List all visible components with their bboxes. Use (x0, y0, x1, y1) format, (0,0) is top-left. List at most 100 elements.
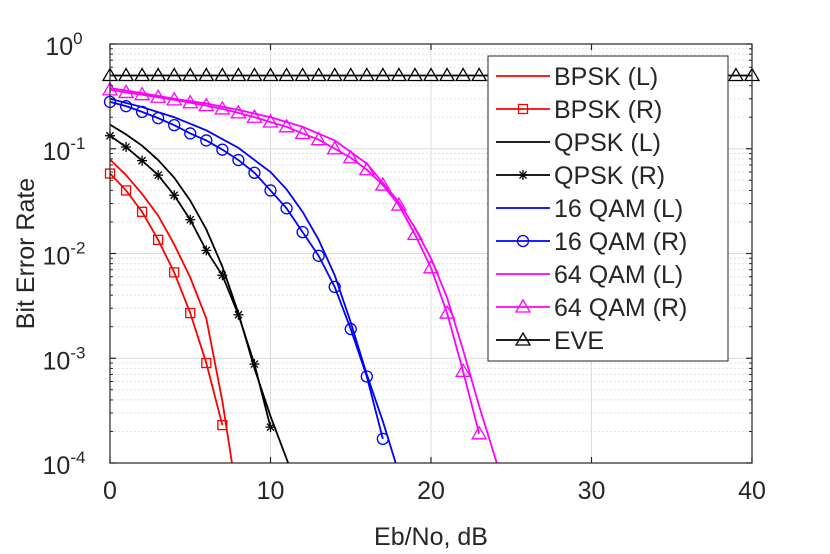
data-point-64-qam-r (246, 108, 263, 123)
data-point-16-qam-r (248, 166, 261, 179)
data-point-qpsk-r (185, 214, 196, 225)
data-point-64-qam-r (166, 91, 183, 106)
data-point-64-qam-r (182, 94, 199, 109)
data-point-16-qam-r (119, 100, 133, 113)
data-point-64-qam-r (422, 259, 440, 274)
data-point-eve (326, 67, 343, 82)
series-64-qam-l (109, 87, 498, 464)
data-point-64-qam-r (198, 97, 215, 112)
data-point-16-qam-r (264, 184, 277, 197)
series-line-16-qam-r (109, 101, 384, 440)
data-point-bpsk-r (169, 267, 180, 278)
data-point-qpsk-r (249, 359, 260, 370)
data-point-bpsk-r (217, 419, 228, 431)
data-point-eve (471, 67, 488, 82)
legend-label: EVE (554, 327, 604, 355)
data-point-16-qam-r (312, 249, 325, 262)
legend-label: BPSK (L) (554, 63, 658, 91)
x-tick-label: 10 (257, 477, 285, 505)
data-point-16-qam-r (344, 322, 357, 336)
legend-entry-qpsk-l: QPSK (L) (496, 129, 661, 157)
data-point-64-qam-r (358, 161, 375, 176)
data-point-eve (117, 67, 135, 82)
x-tick-label: 30 (578, 477, 606, 505)
data-point-bpsk-r (152, 234, 164, 245)
data-point-eve (422, 67, 440, 82)
data-point-eve (198, 67, 215, 82)
data-point-eve (390, 67, 408, 82)
series-64-qam-r (101, 81, 488, 440)
data-point-qpsk-r (265, 422, 276, 433)
y-tick-label: 10-1 (43, 134, 86, 166)
data-point-eve (182, 67, 199, 82)
legend-marker (516, 234, 530, 248)
data-point-64-qam-r (454, 363, 472, 377)
legend-entry-64-qam-l: 64 QAM (L) (496, 261, 683, 289)
legend-entry-64-qam-r: 64 QAM (R) (496, 294, 687, 322)
data-point-64-qam-r (133, 86, 151, 101)
data-point-16-qam-r (232, 153, 245, 167)
data-point-64-qam-r (310, 131, 327, 146)
data-point-eve (166, 67, 183, 82)
data-point-16-qam-r (168, 118, 181, 132)
data-point-64-qam-r (438, 304, 456, 319)
data-point-eve (310, 67, 327, 82)
legend-entry-16-qam-r: 16 QAM (R) (496, 228, 687, 256)
data-point-eve (374, 67, 391, 82)
data-point-64-qam-r (390, 196, 408, 211)
data-point-64-qam-r (150, 88, 167, 103)
data-point-16-qam-r (376, 432, 390, 446)
ticks: 0 10 20 30 40 100 10-1 10-2 10-3 10-4 (43, 29, 766, 505)
data-point-eve (150, 67, 167, 82)
data-point-eve (246, 67, 263, 82)
data-point-64-qam-r (374, 176, 391, 191)
legend-entry-qpsk-r: QPSK (R) (496, 162, 665, 190)
data-point-qpsk-r (201, 245, 212, 256)
data-point-eve (278, 67, 295, 82)
data-point-16-qam-r (296, 225, 309, 239)
data-point-16-qam-r (200, 134, 213, 147)
legend-marker (514, 298, 532, 313)
data-point-eve (454, 67, 472, 82)
legend-label: 16 QAM (R) (554, 228, 687, 256)
data-point-eve (406, 67, 424, 82)
data-point-16-qam-r (360, 370, 373, 383)
data-point-qpsk-r (169, 190, 180, 201)
y-tick-label: 10-3 (43, 343, 86, 375)
data-point-eve (727, 67, 745, 82)
data-point-eve (230, 67, 247, 82)
y-tick-label: 10-4 (43, 448, 86, 480)
legend-label: 16 QAM (L) (554, 195, 683, 223)
data-point-16-qam-r (328, 280, 341, 294)
data-point-16-qam-r (135, 105, 149, 119)
y-axis-label: Bit Error Rate (12, 178, 40, 329)
series-line-bpsk-l (109, 158, 233, 464)
data-point-16-qam-r (280, 202, 293, 215)
data-point-bpsk-r (120, 185, 132, 196)
x-tick-label: 20 (417, 477, 445, 505)
data-point-64-qam-r (230, 104, 247, 119)
legend-marker (514, 331, 532, 346)
x-tick-label: 0 (103, 477, 117, 505)
legend-marker (517, 103, 529, 115)
data-point-eve (438, 67, 456, 82)
legend: BPSK (L) BPSK (R) QPSK (L) QPSK (R) 16 QAM (… (487, 55, 729, 362)
legend-label: BPSK (R) (554, 96, 662, 124)
data-point-64-qam-r (214, 100, 231, 115)
series-line-bpsk-r (109, 172, 224, 426)
legend-entry-16-qam-l: 16 QAM (L) (496, 195, 683, 223)
data-point-64-qam-r (326, 140, 343, 155)
x-axis-label: Eb/No, dB (374, 523, 488, 551)
data-point-16-qam-r (184, 127, 197, 140)
series-16-qam-r (103, 95, 390, 446)
data-point-16-qam-r (151, 111, 165, 125)
legend-entry-eve: EVE (496, 327, 604, 355)
data-point-qpsk-r (121, 141, 132, 152)
legend-label: QPSK (R) (554, 162, 665, 190)
data-point-eve (342, 67, 359, 82)
series-bpsk-l (109, 158, 233, 464)
data-point-eve (358, 67, 375, 82)
data-point-bpsk-r (185, 307, 196, 319)
data-point-64-qam-r (117, 84, 135, 99)
